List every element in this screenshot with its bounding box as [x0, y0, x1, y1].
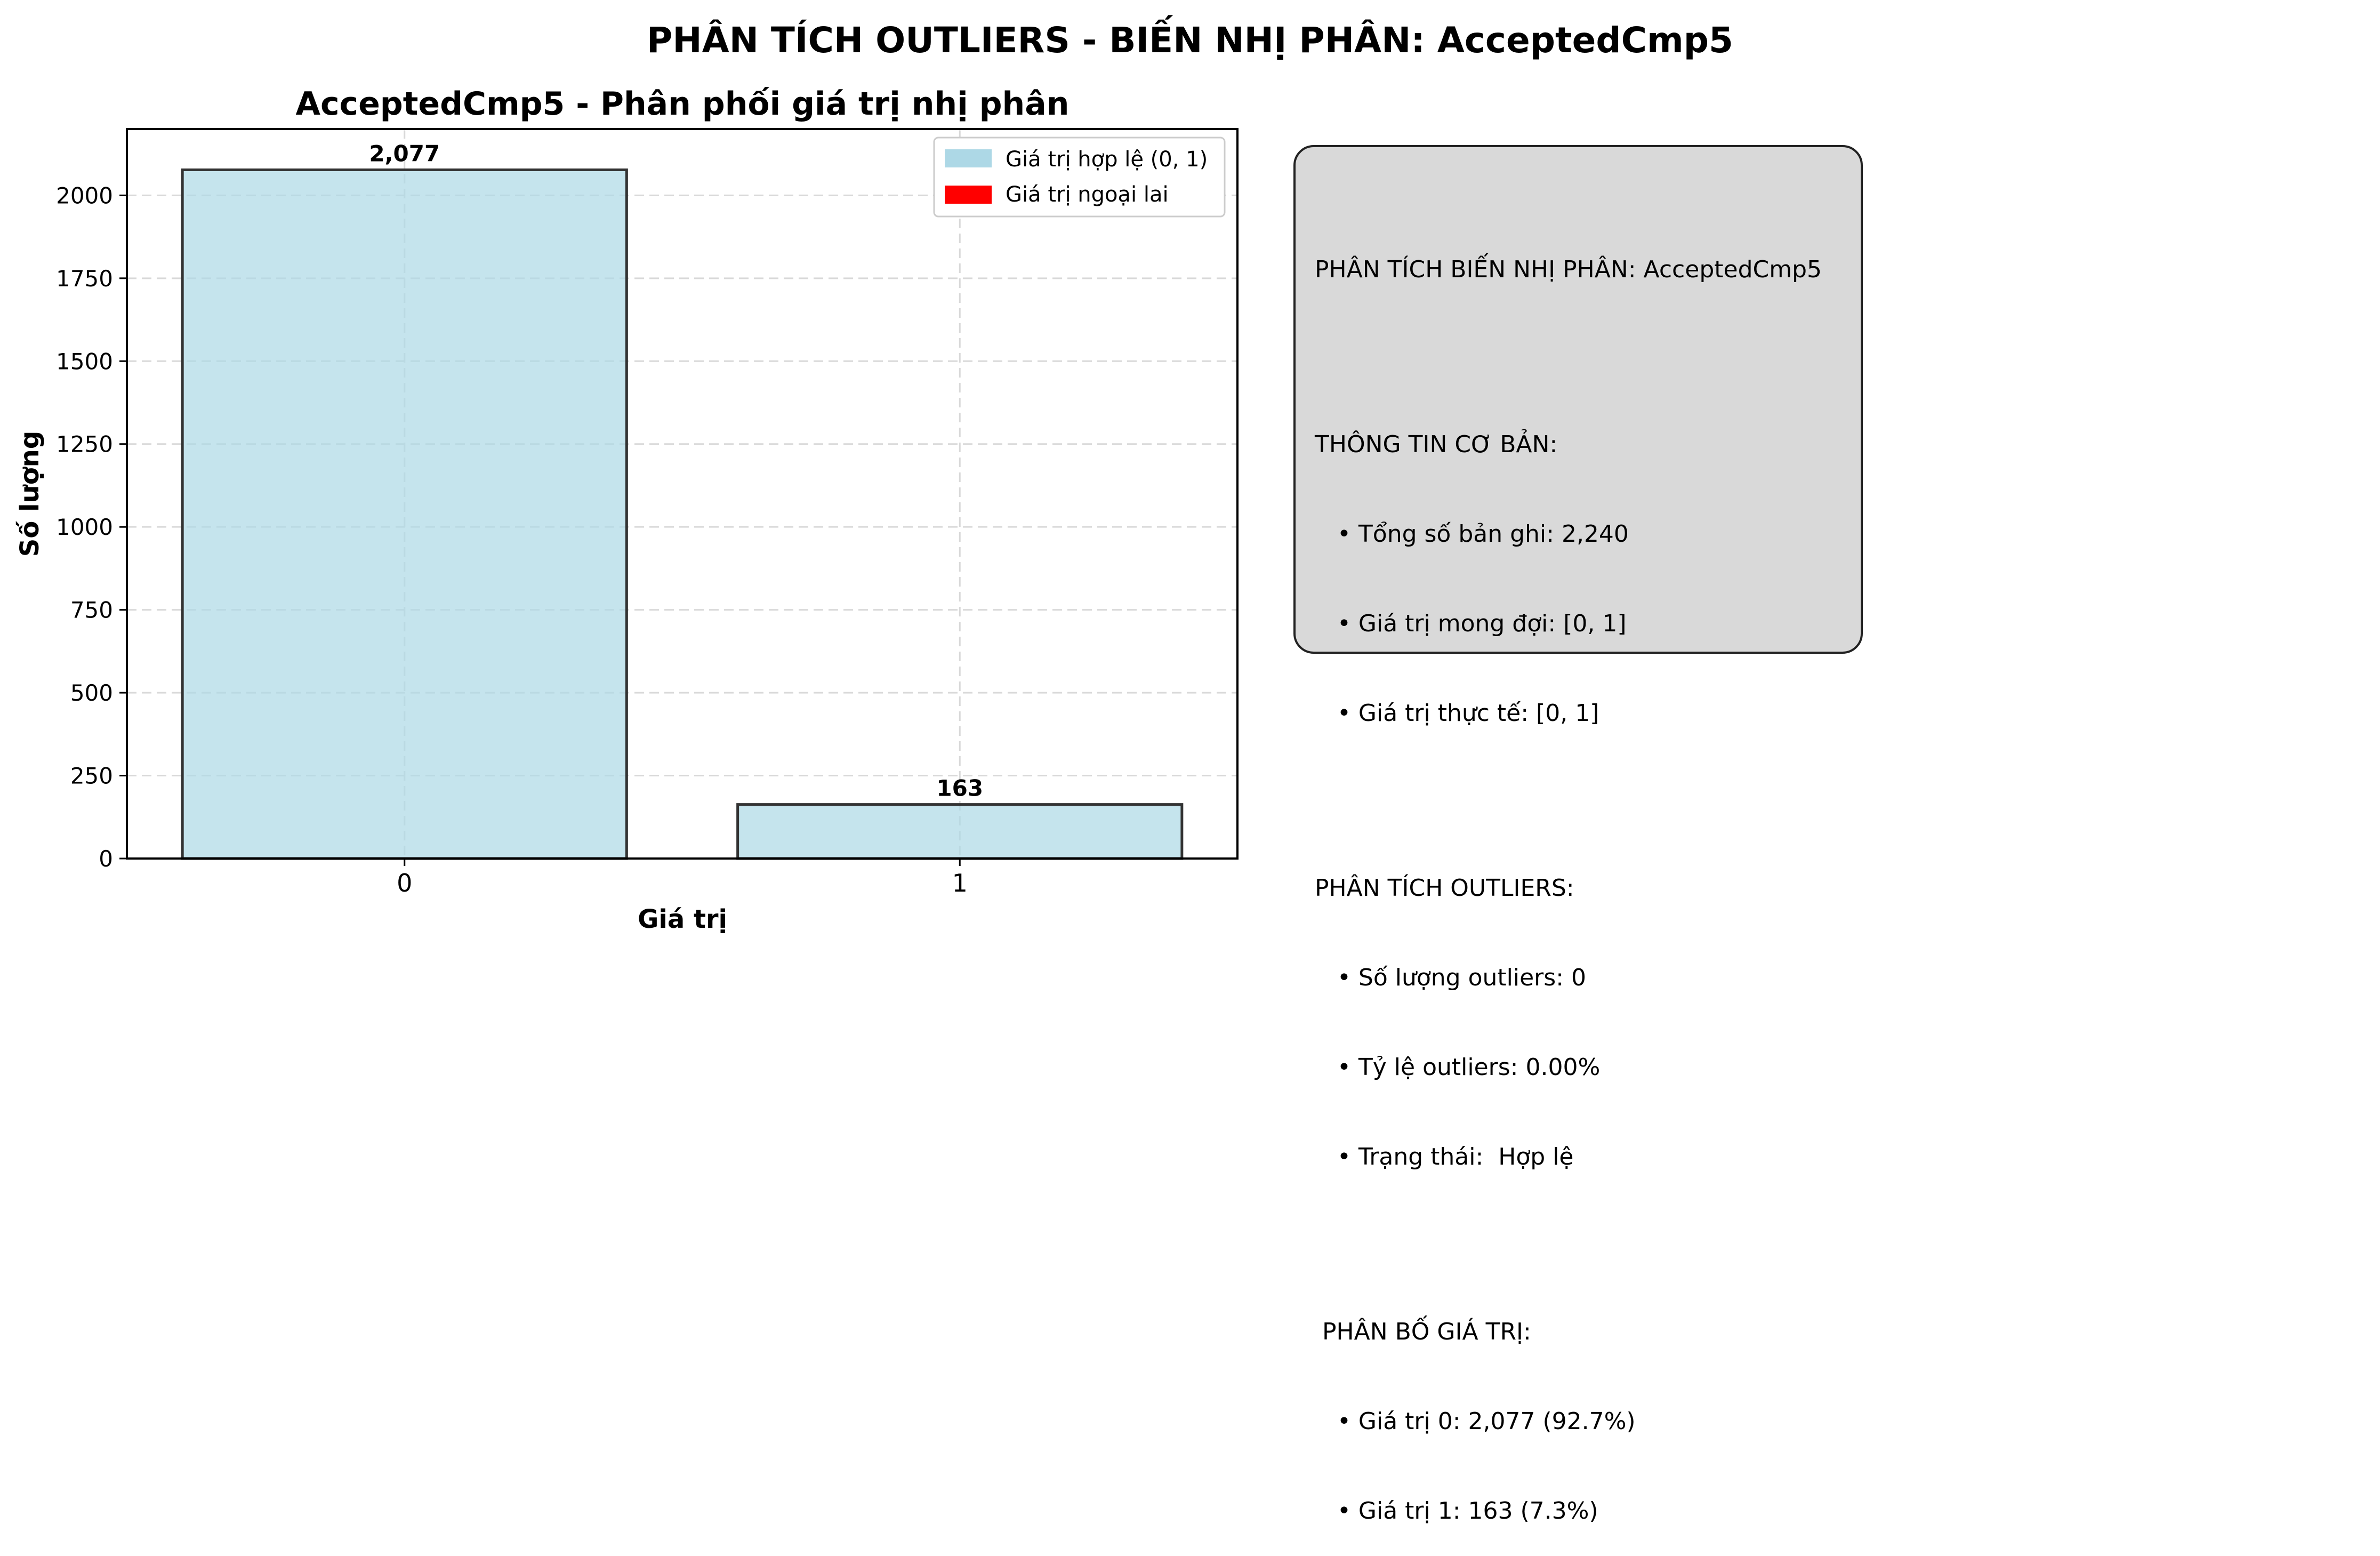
info-outlier-header: PHÂN TÍCH OUTLIERS:: [1315, 875, 1574, 902]
y-tick-label: 1000: [56, 514, 113, 540]
info-outlier-line: • Tỷ lệ outliers: 0.00%: [1315, 1054, 1601, 1081]
analysis-info-box: PHÂN TÍCH BIẾN NHỊ PHÂN: AcceptedCmp5 TH…: [1293, 145, 1863, 1525]
info-dist-line: • Giá trị 0: 2,077 (92.7%): [1315, 1408, 1636, 1435]
legend-label-valid: Giá trị hợp lệ (0, 1): [1006, 147, 1208, 172]
info-basic-line: • Giá trị mong đợi: [0, 1]: [1315, 610, 1627, 637]
y-tick-label: 250: [70, 763, 113, 789]
y-tick-label: 1250: [56, 431, 113, 458]
figure-title: PHÂN TÍCH OUTLIERS - BIẾN NHỊ PHÂN: Acce…: [647, 15, 1733, 61]
legend: Giá trị hợp lệ (0, 1) Giá trị ngoại lai: [933, 137, 1226, 218]
info-dist-header: PHÂN BỐ GIÁ TRỊ:: [1315, 1318, 1531, 1345]
bar-1: [736, 803, 1184, 860]
plot-frame: [126, 128, 1239, 860]
info-outlier-line: • Số lượng outliers: 0: [1315, 964, 1586, 991]
x-tick-label: 1: [952, 869, 968, 897]
legend-swatch-valid: [945, 149, 992, 167]
data-label-0: 2,077: [369, 140, 440, 166]
y-tick-label: 500: [70, 680, 113, 706]
outlier-figure: PHÂN TÍCH OUTLIERS - BIẾN NHỊ PHÂN: Acce…: [15, 15, 1733, 934]
y-tick-label: 2000: [56, 182, 113, 208]
legend-swatch-outlier: [945, 186, 992, 204]
bars: [181, 168, 1184, 860]
y-tick-label: 1750: [56, 266, 113, 292]
y-tick-label: 0: [99, 846, 113, 872]
chart-title: AcceptedCmp5 - Phân phối giá trị nhị phâ…: [296, 85, 1070, 123]
axis-ticks: 0 250 500 750 1000 1250 1500 1750 2000 0 1: [56, 182, 968, 897]
y-axis-label: Số lượng: [15, 431, 45, 557]
info-outlier-line: • Trạng thái: Hợp lệ: [1315, 1143, 1574, 1170]
info-basic-line: • Giá trị thực tế: [0, 1]: [1315, 700, 1599, 727]
y-tick-label: 1500: [56, 348, 113, 374]
data-label-1: 163: [936, 775, 983, 801]
x-axis-label: Giá trị: [638, 904, 727, 934]
x-tick-label: 0: [397, 869, 412, 897]
info-basic-line: • Tổng số bản ghi: 2,240: [1315, 520, 1629, 548]
info-dist-line: • Giá trị 1: 163 (7.3%): [1315, 1497, 1598, 1525]
y-tick-label: 750: [70, 597, 113, 623]
legend-label-outlier: Giá trị ngoại lai: [1006, 182, 1169, 207]
data-labels: 2,077 163: [369, 140, 983, 801]
info-title: PHÂN TÍCH BIẾN NHỊ PHÂN: AcceptedCmp5: [1315, 256, 1822, 283]
info-basic-header: THÔNG TIN CƠ BẢN:: [1315, 431, 1558, 458]
bar-0: [181, 168, 628, 860]
legend-frame: [933, 137, 1226, 218]
